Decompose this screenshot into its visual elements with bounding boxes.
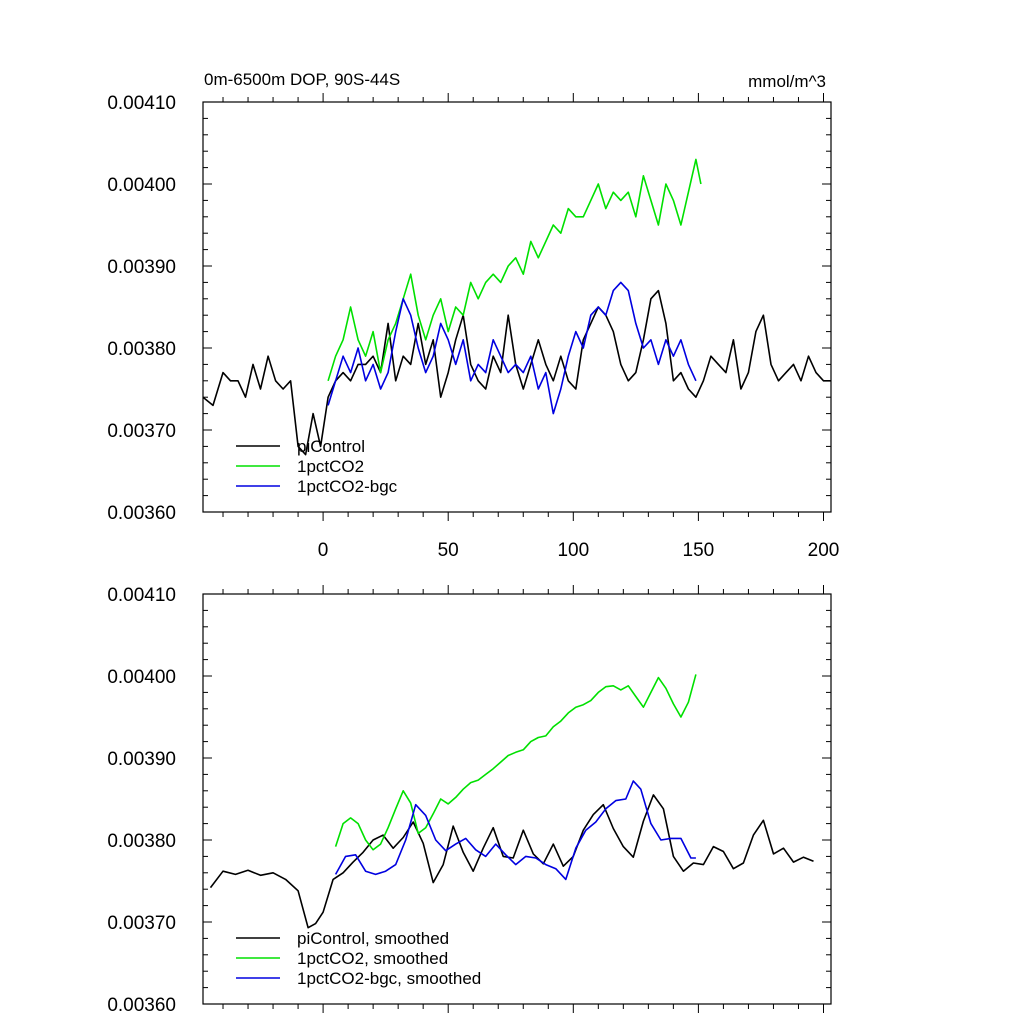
- y-tick-label: 0.00390: [107, 749, 176, 770]
- legend-label: 1pctCO2-bgc: [297, 477, 398, 496]
- series-line-2: [327, 158, 702, 382]
- series-lines: [203, 158, 831, 456]
- axes: 0.00360 0.00370 0.00380 0.00390 0.00400 0.004…: [107, 585, 832, 1016]
- series-line-1: [203, 289, 831, 456]
- y-tick-label: 0.00370: [107, 913, 176, 934]
- y-tick-label: 0.00400: [107, 175, 176, 196]
- y-tick-label: 0.00360: [107, 995, 176, 1016]
- legend-label: piControl: [297, 437, 365, 456]
- x-tick-label: 100: [557, 540, 589, 561]
- y-tick-label: 0.00360: [107, 503, 176, 524]
- x-tick-label: 200: [808, 540, 840, 561]
- x-tick-label: 0: [318, 540, 329, 561]
- x-tick-label: 150: [683, 540, 715, 561]
- y-tick-label: 0.00400: [107, 667, 176, 688]
- panel-title: 0m-6500m DOP, 90S-44S: [204, 70, 400, 89]
- y-tick-label: 0.00380: [107, 831, 176, 852]
- y-tick-label: 0.00380: [107, 339, 176, 360]
- legend-label: 1pctCO2, smoothed: [297, 949, 448, 968]
- x-tick-label: 50: [438, 540, 459, 561]
- y-tick-label: 0.00370: [107, 421, 176, 442]
- legend-label: 1pctCO2-bgc, smoothed: [297, 969, 481, 988]
- legend-label: piControl, smoothed: [297, 929, 449, 948]
- bottom-panel: 0.00360 0.00370 0.00380 0.00390 0.00400 0.004…: [107, 585, 832, 1016]
- y-tick-label: 0.00410: [107, 585, 176, 606]
- series-line-2: [334, 674, 697, 851]
- plot-frame: [202, 593, 832, 1005]
- legend-label: 1pctCO2: [297, 457, 364, 476]
- axes: 0.00360 0.00370 0.00380 0.00390 0.00400 0.004…: [107, 93, 839, 561]
- top-panel: 0m-6500m DOP, 90S-44S mmol/m^3 0.003600.…: [107, 70, 839, 561]
- units-label: mmol/m^3: [748, 72, 826, 91]
- series-line-1: [209, 794, 814, 929]
- series-line-3: [327, 281, 697, 415]
- series-lines: [209, 674, 814, 929]
- y-tick-label: 0.00410: [107, 93, 176, 114]
- plot-frame: [202, 101, 832, 513]
- series-line-3: [334, 780, 696, 881]
- y-tick-label: 0.00390: [107, 257, 176, 278]
